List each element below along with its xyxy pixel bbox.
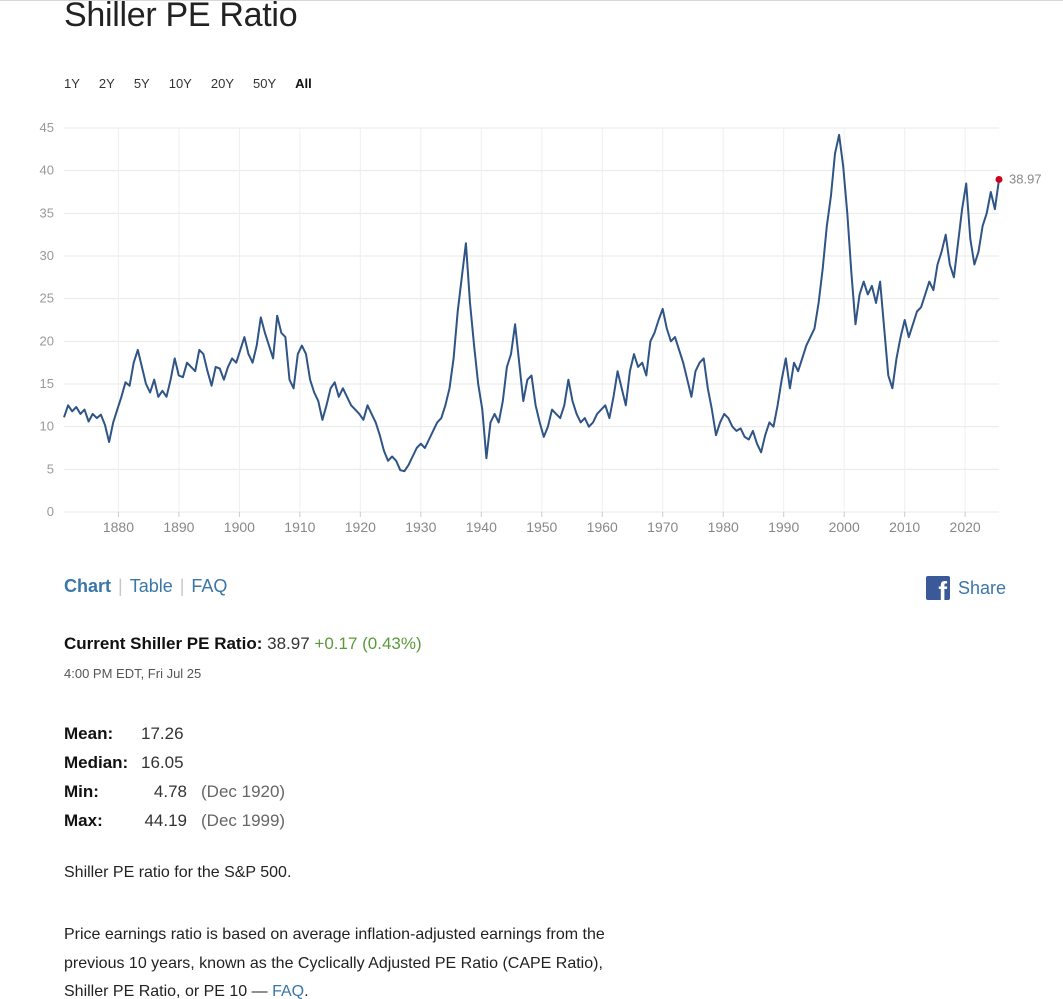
y-tick-label: 35 bbox=[40, 205, 54, 220]
stat-median: Median: 16.05 bbox=[64, 748, 285, 777]
stat-value: 44.19 bbox=[144, 810, 187, 830]
x-tick-label: 2000 bbox=[829, 519, 860, 535]
range-50y[interactable]: 50Y bbox=[253, 76, 277, 91]
stat-label: Min: bbox=[64, 781, 99, 801]
timestamp: 4:00 PM EDT, Fri Jul 25 bbox=[64, 666, 202, 681]
stat-max: Max: 44.19 (Dec 1999) bbox=[64, 806, 285, 835]
y-tick-label: 15 bbox=[40, 376, 54, 391]
current-value: Current Shiller PE Ratio: 38.97 +0.17 (0… bbox=[64, 634, 422, 654]
stat-date: (Dec 1999) bbox=[201, 810, 286, 830]
x-tick-label: 1890 bbox=[163, 519, 194, 535]
x-tick-label: 2020 bbox=[950, 519, 981, 535]
range-20y[interactable]: 20Y bbox=[210, 76, 234, 91]
x-tick-label: 1900 bbox=[224, 519, 255, 535]
x-tick-label: 1920 bbox=[345, 519, 376, 535]
range-5y[interactable]: 5Y bbox=[133, 76, 150, 91]
current-label: Current Shiller PE Ratio: bbox=[64, 634, 263, 653]
stat-min: Min: 4.78 (Dec 1920) bbox=[64, 777, 285, 806]
stat-label: Mean: bbox=[64, 723, 114, 743]
tab-separator: | bbox=[179, 576, 185, 596]
stat-value: 4.78 bbox=[153, 781, 187, 801]
shiller-pe-chart[interactable]: 0 5 10 15 20 25 30 35 40 45 1880 1890 1900 1910 1920 19… bbox=[0, 115, 1063, 545]
tab-separator: | bbox=[118, 576, 123, 596]
last-value-marker bbox=[995, 175, 1003, 183]
range-1y[interactable]: 1Y bbox=[64, 76, 80, 91]
stat-value: 17.26 bbox=[141, 723, 184, 743]
x-tick-label: 1880 bbox=[103, 519, 134, 535]
description-end: . bbox=[304, 983, 309, 999]
stat-date: (Dec 1920) bbox=[201, 781, 286, 801]
description-text: Price earnings ratio is based on average… bbox=[64, 926, 605, 999]
y-tick-label: 10 bbox=[40, 419, 54, 434]
stat-value: 16.05 bbox=[141, 752, 184, 772]
top-divider bbox=[0, 0, 1063, 1]
range-selector: 1Y 2Y 5Y 10Y 20Y 50Y All bbox=[64, 76, 331, 91]
page-title: Shiller PE Ratio bbox=[64, 0, 298, 34]
x-tick-label: 1990 bbox=[768, 519, 799, 535]
x-tick-label: 1950 bbox=[526, 519, 557, 535]
tab-table[interactable]: Table bbox=[129, 576, 173, 596]
facebook-icon: f bbox=[926, 576, 950, 600]
x-tick-label: 1930 bbox=[405, 519, 436, 535]
tab-chart[interactable]: Chart bbox=[64, 576, 112, 596]
last-value-label: 38.97 bbox=[1009, 171, 1042, 186]
x-tick-label: 1910 bbox=[284, 519, 315, 535]
stat-label: Max: bbox=[64, 810, 103, 830]
stats-block: Mean: 17.26 Median: 16.05 Min: 4.78 (Dec… bbox=[64, 719, 285, 835]
y-tick-label: 40 bbox=[40, 163, 54, 178]
range-2y[interactable]: 2Y bbox=[98, 76, 115, 91]
x-tick-label: 2010 bbox=[889, 519, 920, 535]
faq-link[interactable]: FAQ bbox=[272, 983, 305, 999]
x-tick-label: 1960 bbox=[587, 519, 618, 535]
share-button[interactable]: f Share bbox=[926, 576, 1006, 600]
series-line bbox=[63, 133, 1000, 473]
share-label: Share bbox=[958, 577, 1007, 598]
y-tick-label: 20 bbox=[40, 333, 54, 348]
view-tabs: Chart | Table | FAQ bbox=[64, 576, 227, 597]
description-paragraph: Price earnings ratio is based on average… bbox=[64, 921, 644, 999]
current-change: +0.17 (0.43%) bbox=[314, 634, 422, 653]
range-10y[interactable]: 10Y bbox=[168, 76, 192, 91]
y-tick-label: 30 bbox=[40, 248, 54, 263]
current-number: 38.97 bbox=[267, 634, 310, 653]
y-tick-label: 25 bbox=[40, 291, 54, 306]
stat-mean: Mean: 17.26 bbox=[64, 719, 285, 748]
range-all[interactable]: All bbox=[295, 76, 312, 91]
x-tick-label: 1980 bbox=[708, 519, 739, 535]
x-tick-label: 1970 bbox=[647, 519, 678, 535]
tab-faq[interactable]: FAQ bbox=[191, 576, 228, 596]
y-tick-label: 45 bbox=[40, 120, 54, 135]
x-tick-label: 1940 bbox=[466, 519, 497, 535]
stat-label: Median: bbox=[64, 752, 129, 772]
y-tick-label: 5 bbox=[47, 461, 54, 476]
y-tick-label: 0 bbox=[47, 504, 54, 519]
description-line: Shiller PE ratio for the S&P 500. bbox=[64, 864, 292, 881]
